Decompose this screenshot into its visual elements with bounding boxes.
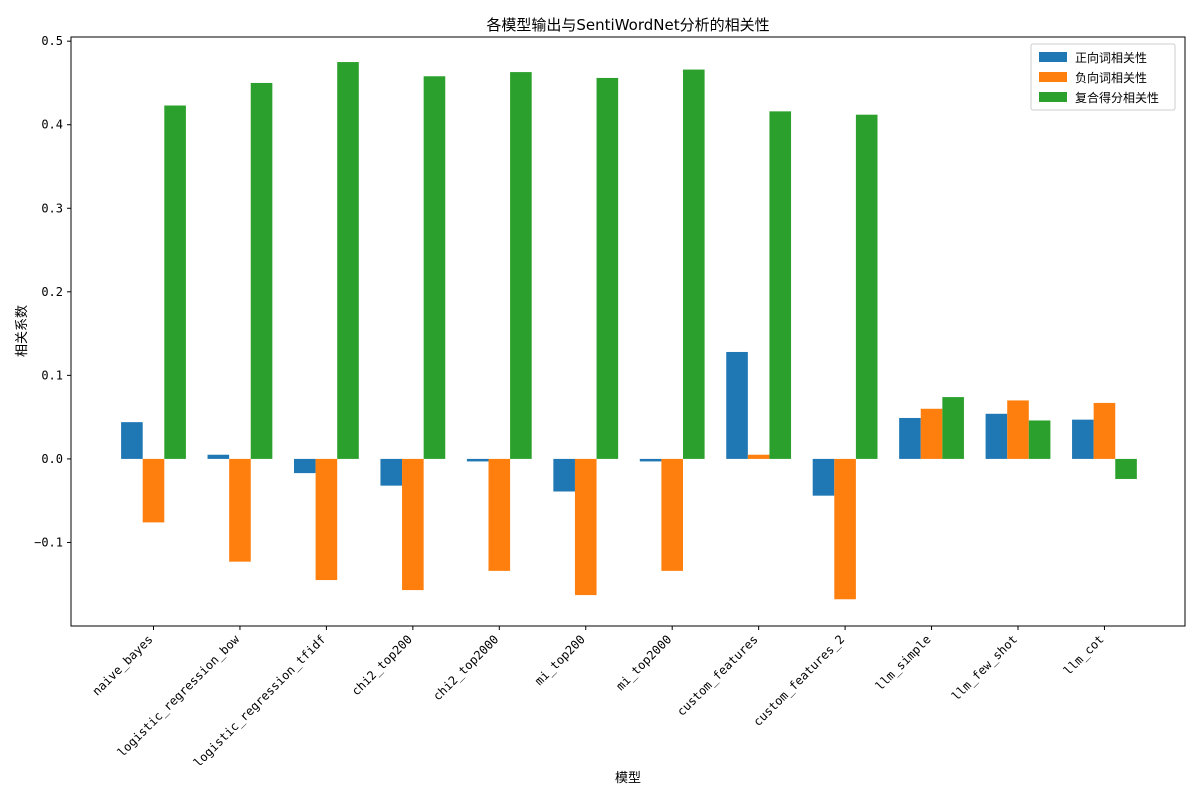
- y-tick-label: 0.5: [41, 34, 63, 48]
- x-tick-label: mi_top2000: [613, 632, 674, 693]
- y-tick-label: −0.1: [34, 535, 63, 549]
- bar: [553, 458, 575, 492]
- bar: [1028, 420, 1051, 459]
- x-tick-label: chi2_top200: [349, 632, 415, 698]
- bar: [855, 114, 878, 459]
- bar: [639, 458, 662, 462]
- legend-entry: 负向词相关性: [1075, 70, 1147, 85]
- y-tick-label: 0.4: [41, 118, 63, 132]
- bar: [1007, 400, 1029, 459]
- bar: [683, 69, 705, 459]
- legend-swatch: [1039, 72, 1067, 82]
- x-tick-label: custom_features_2: [750, 632, 847, 729]
- x-axis-label: 模型: [615, 771, 641, 786]
- bar: [142, 458, 165, 523]
- y-tick-label: 0.2: [41, 285, 63, 299]
- x-tick-label: custom_features: [674, 632, 761, 719]
- bar: [1093, 402, 1116, 459]
- legend-swatch: [1039, 52, 1067, 62]
- bar: [250, 82, 273, 459]
- bar: [899, 417, 921, 459]
- bar: [207, 454, 230, 459]
- bar: [661, 458, 683, 571]
- bar: [769, 111, 792, 459]
- legend-entry: 复合得分相关性: [1075, 90, 1159, 105]
- x-tick-label: llm_cot: [1061, 632, 1107, 678]
- x-tick-label: llm_simple: [873, 632, 934, 693]
- bar: [920, 408, 943, 459]
- bar: [229, 458, 251, 562]
- bar: [402, 458, 424, 591]
- legend-swatch: [1039, 92, 1067, 102]
- x-tick-label: llm_few_shot: [949, 632, 1020, 703]
- bar: [985, 413, 1008, 459]
- y-tick-label: 0.0: [41, 452, 63, 466]
- y-tick-label: 0.3: [41, 201, 63, 215]
- bar: [466, 458, 489, 462]
- x-tick-label: naive_bayes: [90, 632, 156, 698]
- bar: [812, 458, 835, 496]
- bar: [942, 397, 964, 459]
- bar: [423, 76, 446, 459]
- bar: [294, 458, 316, 474]
- bar: [834, 458, 856, 600]
- bar: [1072, 419, 1094, 459]
- x-tick-label: chi2_top2000: [430, 632, 501, 703]
- bar: [574, 458, 597, 596]
- legend-entry: 正向词相关性: [1075, 50, 1147, 65]
- bar: [315, 458, 338, 581]
- bar: [121, 422, 143, 459]
- bar: [510, 72, 532, 459]
- bar: [1115, 458, 1137, 479]
- y-axis-label: 相关系数: [15, 305, 30, 357]
- bar: [726, 351, 748, 459]
- bar: [164, 105, 186, 459]
- bar: [488, 458, 511, 571]
- bar: [380, 458, 403, 486]
- x-tick-label: mi_top200: [532, 632, 588, 688]
- plot-area: −0.10.00.10.20.30.40.5naive_bayeslogisti…: [34, 34, 1137, 770]
- bar: [747, 454, 770, 459]
- plot-frame: [70, 36, 1186, 627]
- bar: [337, 62, 359, 459]
- y-tick-label: 0.1: [41, 368, 63, 382]
- bar: [596, 77, 619, 459]
- chart-title: 各模型输出与SentiWordNet分析的相关性: [486, 16, 769, 34]
